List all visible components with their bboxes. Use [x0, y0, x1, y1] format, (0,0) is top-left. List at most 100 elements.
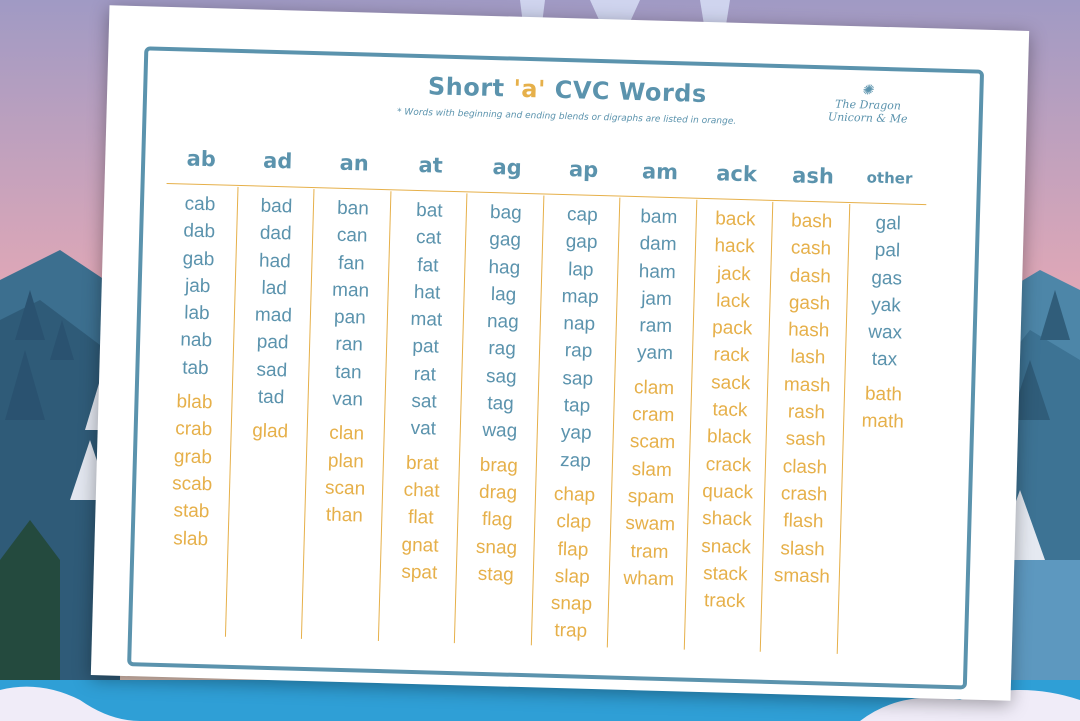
blend-word: crash [780, 483, 828, 506]
blend-word: rack [713, 344, 750, 367]
blend-word: grab [173, 445, 213, 468]
blend-word: clam [633, 376, 675, 399]
cvc-word: cab [184, 193, 216, 216]
blend-word: sack [710, 372, 751, 395]
cvc-word: yam [636, 342, 674, 365]
cvc-word: lad [261, 277, 288, 300]
cvc-word: jab [184, 275, 211, 298]
cvc-word: rap [564, 340, 593, 363]
brand-logo: ✺ The Dragon Unicorn & Me [823, 82, 914, 126]
blend-word: hack [714, 235, 755, 258]
cvc-word: rag [488, 338, 517, 361]
blend-word: swam [625, 513, 676, 536]
cvc-word: sap [562, 367, 594, 390]
blend-word: slash [780, 537, 826, 561]
blend-word: slap [554, 565, 590, 588]
column-header-ad: ad [262, 148, 293, 174]
cvc-word: sat [411, 390, 438, 413]
cvc-word: jam [640, 288, 673, 310]
blend-word: crack [705, 453, 752, 477]
brand-logo-text: The Dragon Unicorn & Me [827, 97, 908, 126]
cvc-word: man [331, 279, 370, 302]
blend-word: math [861, 410, 905, 433]
blend-word: flap [557, 538, 589, 561]
column-header-other: other [866, 168, 913, 188]
column-header-ap: ap [568, 157, 599, 182]
column-header-at: at [418, 152, 444, 178]
blend-word: wham [623, 567, 675, 591]
blend-word: mash [783, 374, 831, 397]
blend-word: plan [327, 450, 365, 473]
cvc-word: ban [336, 197, 370, 220]
cvc-word: dam [639, 233, 677, 256]
blend-word: gash [788, 292, 831, 315]
cvc-word: ram [639, 315, 673, 338]
cvc-word: dad [259, 222, 292, 245]
column-header-ag: ag [492, 155, 523, 180]
cvc-word: tag [487, 393, 515, 415]
blend-word: gnat [401, 534, 439, 557]
blend-word: tram [630, 540, 669, 563]
column-header-ab: ab [186, 146, 217, 172]
blend-word: than [325, 504, 364, 527]
cvc-word: tan [334, 361, 362, 384]
cvc-word: cap [566, 204, 598, 226]
cvc-word: vat [410, 418, 437, 440]
cvc-word: dab [183, 220, 216, 243]
blend-word: smash [773, 564, 831, 588]
cvc-word: ham [638, 260, 677, 283]
cvc-word: pad [256, 332, 289, 354]
blend-word: clash [782, 455, 828, 479]
cvc-word: yap [560, 422, 592, 445]
blend-word: shack [701, 508, 753, 531]
blend-word: dash [789, 264, 832, 288]
cvc-word: pat [412, 336, 440, 359]
blend-word: clap [556, 511, 592, 534]
column-header-ash: ash [791, 163, 835, 189]
blend-word: cram [631, 404, 675, 427]
blend-word: stack [702, 562, 748, 586]
blend-word: brat [405, 452, 440, 475]
cvc-word: bag [489, 201, 523, 224]
blend-word: stab [173, 500, 210, 523]
cvc-word: wag [482, 420, 518, 443]
cvc-word: tax [871, 349, 898, 371]
cvc-word: hag [488, 256, 521, 279]
blend-word: jack [716, 262, 751, 285]
worksheet: Short 'a' CVC Words * Words with beginni… [90, 5, 1030, 701]
cvc-word: can [336, 225, 368, 247]
blend-word: track [703, 590, 746, 613]
column-header-an: an [339, 150, 370, 176]
word-column-ad: ad bad dad had lad mad pad sad tad glad [232, 144, 316, 447]
word-column-ab: ab cab dab gab jab lab nab tab blab crab grab scab s… [152, 142, 239, 554]
cvc-word: pal [874, 240, 901, 262]
cvc-word: lap [567, 258, 594, 281]
blend-word: spam [627, 485, 675, 509]
cvc-word: rat [413, 363, 437, 386]
cvc-word: gal [875, 212, 902, 235]
word-column-ash: ash bash cash dash gash hash lash mash rash sash c… [763, 159, 851, 591]
blend-word: scab [171, 473, 213, 496]
cvc-word: gas [871, 267, 903, 290]
blend-word: crab [174, 418, 213, 441]
cvc-word: fat [417, 254, 439, 277]
blend-word: lack [715, 290, 751, 313]
blend-word: clan [328, 422, 365, 445]
blend-word: glad [251, 420, 289, 443]
blend-word: drag [478, 481, 518, 504]
blend-word: slam [631, 458, 673, 481]
blend-word: tack [712, 399, 748, 422]
word-column-at: at bat cat fat hat mat pat rat sat vat brat chat fla… [381, 148, 469, 587]
blend-word: sash [785, 428, 827, 451]
blend-word: brag [479, 454, 519, 477]
cvc-word: ran [335, 334, 364, 356]
cvc-word: yak [870, 294, 902, 317]
title-word-short: Short [427, 72, 506, 103]
word-column-am: am bam dam ham jam ram yam clam cram scam slam spam… [610, 155, 698, 594]
blend-word: scam [629, 431, 676, 454]
cvc-word: gab [182, 248, 215, 270]
blend-word: quack [702, 481, 754, 504]
cvc-word: nap [563, 313, 596, 336]
word-column-other: other gal pal gas yak wax tax bath math [844, 161, 928, 436]
blend-word: pack [711, 317, 753, 340]
